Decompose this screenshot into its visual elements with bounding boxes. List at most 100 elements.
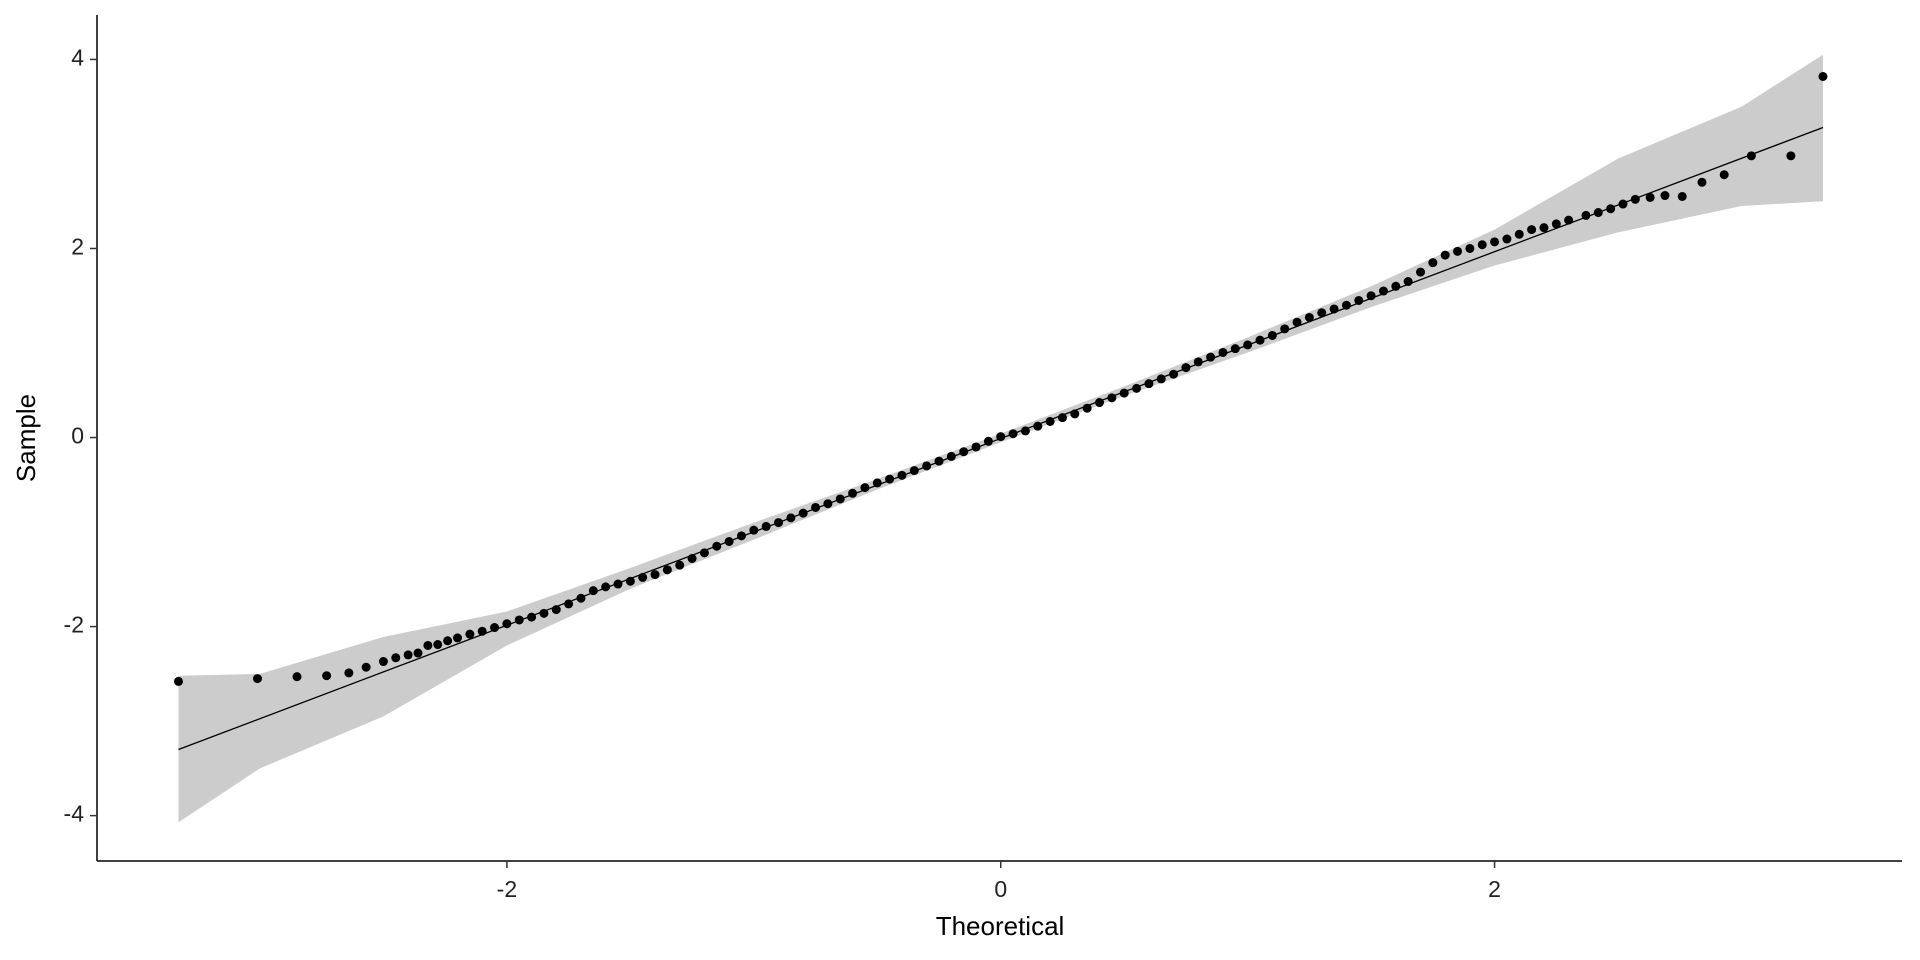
point <box>576 593 586 603</box>
point <box>687 554 697 564</box>
point <box>433 640 443 650</box>
point <box>699 548 709 558</box>
point <box>1477 240 1487 250</box>
point <box>761 521 771 531</box>
point <box>1329 304 1339 314</box>
point <box>453 633 463 643</box>
point <box>724 537 734 547</box>
point <box>638 572 648 582</box>
y-tick-label: -4 <box>64 801 85 827</box>
point <box>922 461 932 471</box>
point <box>403 650 413 660</box>
point <box>502 619 512 629</box>
point <box>1514 229 1524 239</box>
point <box>860 483 870 493</box>
point <box>539 608 549 618</box>
point <box>1786 151 1796 161</box>
point <box>490 623 500 633</box>
point <box>872 478 882 488</box>
point <box>527 612 537 622</box>
point <box>344 668 354 678</box>
point <box>1378 286 1388 296</box>
point <box>1020 426 1030 436</box>
point <box>413 648 423 658</box>
point <box>1391 281 1401 291</box>
point <box>1095 398 1105 408</box>
point <box>1341 300 1351 310</box>
point <box>909 466 919 476</box>
point <box>1366 291 1376 301</box>
y-tick-label: 0 <box>71 423 84 449</box>
point <box>1045 416 1055 426</box>
point <box>1551 219 1561 229</box>
point <box>675 560 685 570</box>
point <box>835 494 845 504</box>
point <box>712 541 722 551</box>
point <box>1230 344 1240 354</box>
point <box>1132 383 1142 393</box>
x-axis-title: Theoretical <box>936 911 1065 941</box>
point <box>1169 369 1179 379</box>
point <box>1403 277 1413 287</box>
point <box>1618 199 1628 209</box>
point <box>465 629 475 639</box>
point <box>1119 388 1129 398</box>
point <box>1539 223 1549 233</box>
point <box>1593 208 1603 218</box>
point <box>322 671 332 681</box>
point <box>1490 237 1500 247</box>
point <box>443 636 453 646</box>
point <box>1465 243 1475 253</box>
point <box>971 442 981 452</box>
x-tick-label: -2 <box>497 876 517 902</box>
point <box>1746 151 1756 161</box>
y-tick-label: 4 <box>71 45 84 71</box>
point <box>1181 363 1191 373</box>
point <box>662 565 672 575</box>
point <box>588 586 598 596</box>
point <box>1218 347 1228 357</box>
y-axis-title: Sample <box>11 394 41 482</box>
point <box>786 513 796 523</box>
y-tick-label: -2 <box>64 612 84 638</box>
point <box>959 447 969 457</box>
point <box>1107 393 1117 403</box>
point <box>1416 267 1426 277</box>
point <box>811 502 821 512</box>
point <box>477 626 487 636</box>
point <box>564 599 574 609</box>
point <box>1033 421 1043 431</box>
point <box>1630 194 1640 204</box>
point <box>1645 192 1655 202</box>
point <box>1697 177 1707 187</box>
point <box>736 531 746 541</box>
point <box>1660 191 1670 201</box>
point <box>1255 335 1265 345</box>
point <box>423 640 433 650</box>
point <box>996 432 1006 442</box>
point <box>625 576 635 586</box>
point <box>1502 234 1512 244</box>
point <box>897 470 907 480</box>
point <box>650 570 660 580</box>
point <box>1581 210 1591 220</box>
point <box>885 474 895 484</box>
point <box>823 499 833 509</box>
point <box>613 579 623 589</box>
point <box>173 676 183 686</box>
point <box>1206 352 1216 362</box>
x-tick-label: 2 <box>1488 876 1501 902</box>
point <box>1156 374 1166 384</box>
point <box>1292 317 1302 327</box>
point <box>1070 409 1080 419</box>
point <box>1606 204 1616 214</box>
point <box>601 582 611 592</box>
point <box>1719 170 1729 180</box>
point <box>1304 312 1314 322</box>
point <box>1428 258 1438 268</box>
point <box>514 615 524 625</box>
x-tick-label: 0 <box>994 876 1007 902</box>
point <box>749 525 759 535</box>
point <box>1818 71 1828 81</box>
